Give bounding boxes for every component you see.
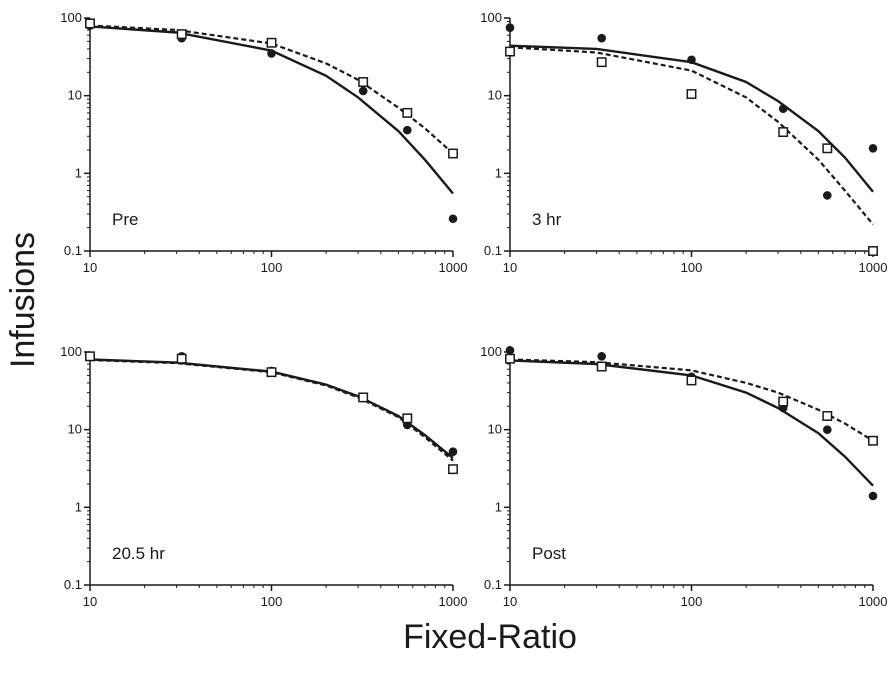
y-tick-label: 1	[75, 499, 82, 514]
data-point-open-square	[505, 353, 515, 364]
fit-line-dashed	[509, 46, 874, 226]
data-point-open-square	[505, 46, 515, 57]
x-tick-label: 1000	[859, 594, 888, 609]
data-point-open-square	[686, 89, 697, 99]
data-point-open-square	[85, 351, 95, 362]
data-point-open-square	[402, 107, 413, 118]
data-point-open-square	[358, 77, 369, 87]
data-point-filled-circle	[505, 23, 515, 33]
data-point-open-square	[686, 375, 697, 386]
data-point-filled-circle	[822, 191, 832, 200]
x-tick-label: 10	[503, 594, 517, 609]
data-point-open-square	[596, 57, 607, 68]
fit-line-dashed	[89, 358, 454, 462]
fit-line-dashed	[509, 358, 874, 442]
data-point-filled-circle	[448, 214, 458, 224]
panel-label: Post	[532, 544, 566, 563]
y-tick-label: 0.1	[64, 243, 82, 258]
y-tick-label: 100	[60, 10, 82, 25]
data-point-open-square	[868, 435, 878, 446]
y-tick-label: 100	[60, 344, 82, 359]
data-point-open-square	[266, 37, 277, 48]
fit-line-dashed	[89, 24, 454, 155]
y-axis-title: Infusions	[4, 232, 42, 368]
data-point-open-square	[778, 127, 789, 138]
panel-4: 0.1 1 10 100 10 100 1000 Post	[480, 344, 887, 609]
data-point-filled-circle	[778, 104, 788, 113]
data-point-open-square	[176, 29, 187, 40]
data-point-open-square	[448, 148, 458, 159]
data-point-open-square	[176, 353, 187, 364]
y-tick-label: 0.1	[484, 243, 502, 258]
data-point-filled-circle	[597, 352, 606, 361]
fit-line-solid	[509, 359, 874, 487]
x-tick-label: 100	[261, 594, 283, 609]
panel-2: 0.1 1 10 100 10 100 1000 3 hr	[480, 10, 887, 275]
data-point-filled-circle	[597, 33, 606, 43]
data-point-open-square	[85, 18, 95, 29]
panel-label: 3 hr	[532, 210, 562, 229]
data-point-filled-circle	[868, 144, 878, 153]
data-point-filled-circle	[687, 55, 696, 65]
data-point-open-square	[266, 367, 277, 378]
y-tick-label: 10	[488, 88, 502, 103]
x-axis-title: Fixed-Ratio	[403, 618, 577, 656]
data-point-filled-circle	[868, 491, 878, 501]
data-point-filled-circle	[822, 425, 832, 434]
data-point-filled-circle	[267, 49, 276, 58]
data-point-filled-circle	[505, 346, 515, 355]
x-tick-label: 10	[503, 260, 517, 275]
y-tick-label: 1	[495, 499, 502, 514]
x-tick-label: 100	[681, 260, 703, 275]
data-point-open-square	[822, 411, 833, 421]
x-tick-label: 100	[261, 260, 283, 275]
fit-line-solid	[89, 358, 454, 460]
y-tick-label: 100	[480, 344, 502, 359]
data-point-open-square	[448, 464, 458, 475]
x-tick-label: 1000	[859, 260, 888, 275]
x-tick-label: 100	[681, 594, 703, 609]
x-tick-label: 1000	[439, 260, 468, 275]
data-point-filled-circle	[402, 125, 412, 135]
data-point-open-square	[822, 143, 833, 154]
x-tick-label: 1000	[439, 594, 468, 609]
panel-3: 0.1 1 10 100 10 100 1000 20.5 hr	[60, 344, 467, 609]
panel-1: 0.1 1 10 100 10 100 1000 Pre	[60, 10, 467, 275]
x-tick-label: 10	[83, 594, 97, 609]
y-tick-label: 10	[488, 422, 502, 437]
data-point-open-square	[358, 392, 369, 403]
panel-label: Pre	[112, 210, 138, 229]
y-tick-label: 10	[68, 88, 82, 103]
data-point-filled-circle	[448, 447, 458, 457]
y-tick-label: 100	[480, 10, 502, 25]
fit-line-solid	[509, 44, 874, 193]
data-point-open-square	[596, 361, 607, 372]
data-point-open-square	[402, 413, 413, 424]
data-point-filled-circle	[358, 86, 368, 96]
fit-line-solid	[89, 25, 454, 195]
y-tick-label: 1	[495, 165, 502, 180]
x-tick-label: 10	[83, 260, 97, 275]
y-tick-label: 1	[75, 165, 82, 180]
panel-label: 20.5 hr	[112, 544, 165, 563]
y-tick-label: 0.1	[64, 577, 82, 592]
y-tick-label: 10	[68, 422, 82, 437]
data-point-open-square	[778, 396, 789, 407]
data-point-open-square	[868, 246, 878, 256]
y-tick-label: 0.1	[484, 577, 502, 592]
